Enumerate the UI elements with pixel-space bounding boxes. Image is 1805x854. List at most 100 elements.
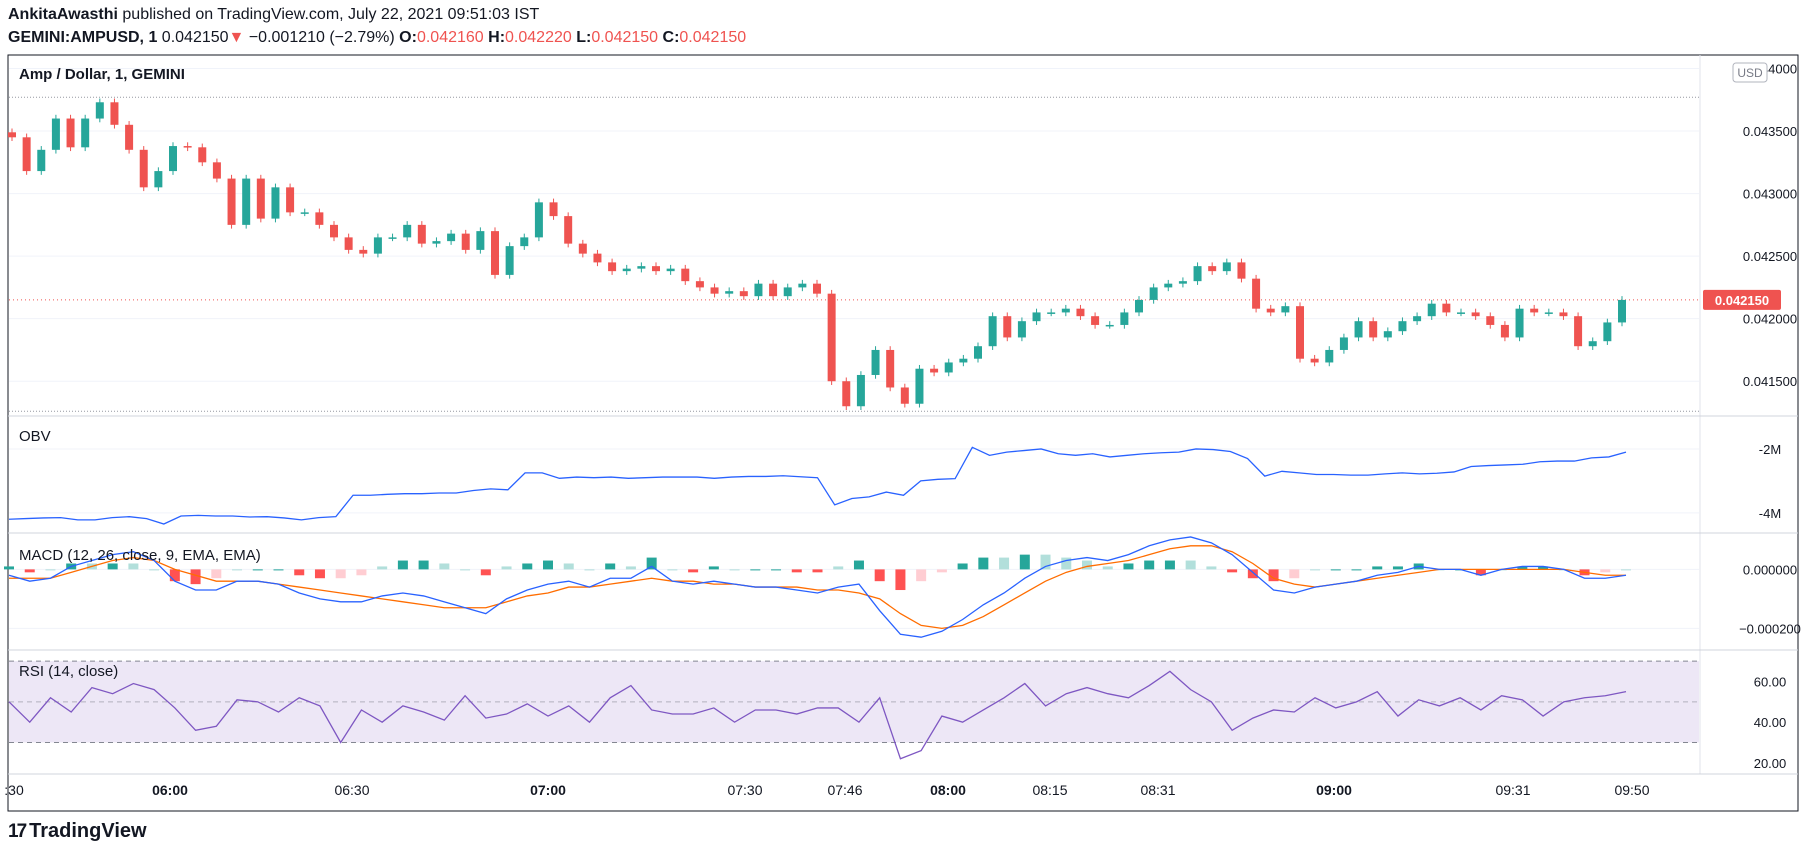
candle-body xyxy=(549,202,558,217)
time-tick-label: 07:30 xyxy=(727,782,762,798)
chart-area[interactable]: 0.0440000.0435000.0430000.0425000.042000… xyxy=(0,52,1805,817)
candle-body xyxy=(842,381,851,407)
currency-badge[interactable] xyxy=(1732,62,1768,83)
macd-histogram-bar xyxy=(232,569,243,571)
macd-histogram-bar xyxy=(708,566,719,570)
tradingview-logo[interactable]: 17 TradingView xyxy=(8,820,147,843)
price-tick-label: 0.042000 xyxy=(1743,312,1797,327)
last-price-tag xyxy=(1703,289,1781,310)
time-tick-label: 09:50 xyxy=(1614,782,1649,798)
candle-body xyxy=(1208,266,1217,272)
macd-histogram-bar xyxy=(501,566,512,570)
candle-body xyxy=(212,162,221,179)
symbol-name[interactable]: GEMINI:AMPUSD, 1 xyxy=(8,29,158,46)
rsi-tick-label: 60.00 xyxy=(1754,675,1787,690)
macd-histogram-bar xyxy=(563,563,574,570)
macd-histogram-bar xyxy=(1621,569,1631,571)
open-value: 0.042160 xyxy=(416,29,484,46)
macd-histogram-bar xyxy=(999,557,1010,570)
macd-histogram-bar xyxy=(646,557,657,570)
candle-body xyxy=(886,349,895,388)
candle-body xyxy=(286,187,295,213)
macd-tick-label: 0.000000 xyxy=(1743,562,1797,577)
time-tick-label: 06:00 xyxy=(152,782,188,798)
open-label: O: xyxy=(399,29,417,46)
macd-histogram-bar xyxy=(211,569,222,579)
macd-histogram-bar xyxy=(522,563,533,570)
candle-body xyxy=(1398,321,1407,332)
candle-body xyxy=(1222,262,1231,272)
candle-body xyxy=(827,293,836,382)
candle-body xyxy=(593,253,602,263)
macd-histogram-bar xyxy=(812,569,823,573)
macd-histogram-bar xyxy=(377,566,388,570)
candle-body xyxy=(95,102,104,119)
macd-histogram-bar xyxy=(24,569,35,573)
macd-tick-label: −0.000200 xyxy=(1739,621,1801,636)
candle-body xyxy=(1457,312,1465,314)
candle-body xyxy=(652,266,660,272)
candle-body xyxy=(1296,306,1304,359)
macd-pane-title: MACD (12, 26, close, 9, EMA, EMA) xyxy=(19,547,261,564)
macd-histogram-bar xyxy=(895,569,906,591)
candle-body xyxy=(1383,331,1392,338)
macd-histogram-bar xyxy=(853,560,864,570)
candle-body xyxy=(944,362,953,373)
candle-body xyxy=(1193,266,1202,282)
macd-histogram-bar xyxy=(252,569,263,571)
candle-body xyxy=(491,231,499,275)
author-name[interactable]: AnkitaAwasthi xyxy=(8,6,118,23)
publish-line: AnkitaAwasthi published on TradingView.c… xyxy=(8,5,539,25)
macd-histogram-bar xyxy=(1123,563,1134,570)
candle-body xyxy=(739,291,748,297)
macd-histogram-bar xyxy=(1600,569,1611,573)
candle-body xyxy=(798,283,807,288)
macd-histogram-bar xyxy=(1185,560,1196,570)
candle-body xyxy=(1003,316,1012,338)
price-tick-label: 0.043500 xyxy=(1743,124,1797,139)
chart-frame xyxy=(7,54,1799,812)
candle-body xyxy=(1618,299,1626,323)
price-tick-label: 0.041500 xyxy=(1743,374,1797,389)
time-tick-label: 06:30 xyxy=(334,782,369,798)
macd-histogram-bar xyxy=(978,557,989,570)
candle-body xyxy=(227,178,236,225)
macd-histogram-bar xyxy=(833,566,844,570)
macd-histogram-bar xyxy=(1019,554,1030,570)
time-tick-label: 09:31 xyxy=(1495,782,1530,798)
candle-body xyxy=(637,266,646,269)
macd-histogram-bar xyxy=(771,569,782,571)
macd-histogram-bar xyxy=(1206,566,1217,570)
macd-histogram-bar xyxy=(791,569,802,573)
rsi-tick-label: 40.00 xyxy=(1754,715,1787,730)
macd-histogram-bar xyxy=(1144,560,1155,570)
price-tick-label: 0.043000 xyxy=(1743,187,1797,202)
macd-histogram-bar xyxy=(335,569,346,579)
candle-body xyxy=(330,224,338,238)
candle-body xyxy=(1281,306,1290,313)
candle-body xyxy=(51,118,60,150)
candle-body xyxy=(1427,303,1436,317)
candle-body xyxy=(256,178,265,219)
price-tick-label: 0.042500 xyxy=(1743,249,1797,264)
time-tick-label: 07:00 xyxy=(530,782,566,798)
candle-body xyxy=(1164,283,1173,288)
macd-histogram-bar xyxy=(584,569,595,571)
macd-histogram-bar xyxy=(1392,566,1403,570)
candle-body xyxy=(900,387,909,404)
candle-body xyxy=(1310,358,1319,363)
brand-name: TradingView xyxy=(29,820,147,842)
macd-histogram-bar xyxy=(688,569,699,573)
candle-body xyxy=(1603,322,1612,342)
candle-body xyxy=(373,237,382,254)
time-tick-label: 07:46 xyxy=(827,782,862,798)
macd-histogram-bar xyxy=(957,563,968,570)
rsi-line xyxy=(8,670,1627,760)
macd-histogram-bar xyxy=(190,569,201,585)
candle-body xyxy=(915,368,924,404)
candle-body xyxy=(8,132,16,138)
candle-body xyxy=(1076,308,1085,317)
macd-histogram-bar xyxy=(314,569,325,579)
candle-body xyxy=(432,241,441,244)
macd-histogram-bar xyxy=(356,569,367,576)
